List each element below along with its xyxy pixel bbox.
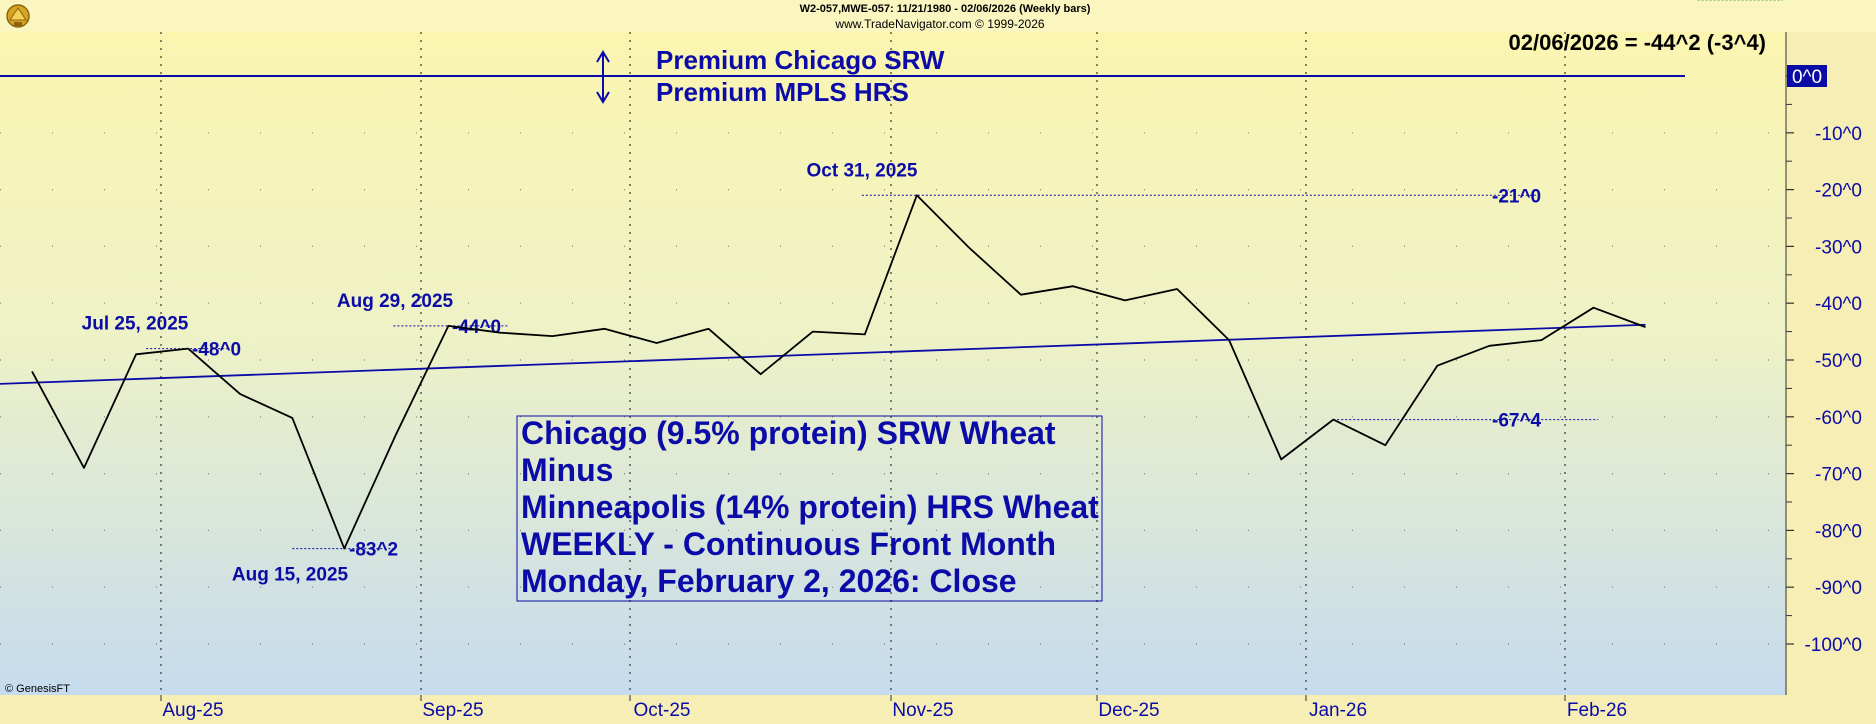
last-value-label: 02/06/2026 = -44^2 (-3^4) [1509, 30, 1766, 55]
annotation-value: -83^2 [349, 540, 398, 561]
y-tick-label: -40^0 [1815, 294, 1862, 315]
x-tick-label: Nov-25 [892, 700, 953, 721]
plot-area [0, 32, 1786, 695]
x-tick-label: Oct-25 [633, 700, 690, 721]
note-line1: Chicago (9.5% protein) SRW Wheat [521, 415, 1056, 451]
axis-layer: Aug-25 Sep-25 Oct-25 Nov-25 Dec-25 Jan-26 Feb-… [160, 32, 1862, 721]
series-layer [0, 75, 1685, 550]
x-tick-label: Dec-25 [1098, 700, 1159, 721]
note-line2: Minus [521, 452, 613, 488]
header-line1: W2-057,MWE-057: 11/21/1980 - 02/06/2026 … [800, 3, 1091, 15]
x-tick-label: Sep-25 [422, 700, 483, 721]
y-tick-label-zero: 0^0 [1792, 67, 1822, 88]
annotation-date: Oct 31, 2025 [807, 160, 918, 181]
annotation-date: Jul 25, 2025 [82, 314, 189, 335]
price-line [31, 194, 1646, 550]
note-line5: Monday, February 2, 2026: Close [521, 563, 1017, 599]
y-tick-label: -50^0 [1815, 351, 1862, 372]
y-tick-label: -60^0 [1815, 408, 1862, 429]
y-tick-label: -80^0 [1815, 521, 1862, 542]
grid-layer [0, 32, 1786, 695]
y-tick-label: -100^0 [1804, 635, 1862, 656]
note-line4: WEEKLY - Continuous Front Month [521, 526, 1056, 562]
y-axis-panel [1786, 32, 1876, 695]
x-tick-label: Feb-26 [1567, 700, 1627, 721]
zero-label-bg [1787, 65, 1827, 87]
annotation-value: -21^0 [1492, 186, 1541, 207]
x-axis-panel [0, 695, 1876, 724]
annotation-value: -48^0 [192, 340, 241, 361]
y-tick-label: -90^0 [1815, 578, 1862, 599]
watermark: © GenesisFT [5, 683, 70, 695]
annotation-value: -67^4 [1492, 411, 1542, 432]
trend-line [0, 323, 1646, 385]
legend-line2: Premium MPLS HRS [656, 77, 909, 107]
y-tick-label: -10^0 [1815, 124, 1862, 145]
note-box [516, 415, 1103, 602]
header-line2: www.TradeNavigator.com © 1999-2026 [834, 17, 1044, 31]
annotation-date: Aug 29, 2025 [337, 291, 454, 312]
double-arrow-icon [596, 50, 610, 104]
x-tick-label: Jan-26 [1309, 700, 1367, 721]
x-tick-label: Aug-25 [162, 700, 223, 721]
note-line3: Minneapolis (14% protein) HRS Wheat [521, 489, 1099, 525]
y-tick-label: -30^0 [1815, 237, 1862, 258]
annotation-value: -44^2 [1648, 0, 1697, 5]
annotation-date: Aug 15, 2025 [232, 565, 349, 586]
legend-line1: Premium Chicago SRW [656, 45, 945, 75]
header-strip [0, 0, 1876, 32]
trade-navigator-logo-icon [6, 4, 30, 28]
y-tick-label: -70^0 [1815, 465, 1862, 486]
y-tick-label: -20^0 [1815, 181, 1862, 202]
annotation-value: -44^0 [452, 317, 501, 338]
